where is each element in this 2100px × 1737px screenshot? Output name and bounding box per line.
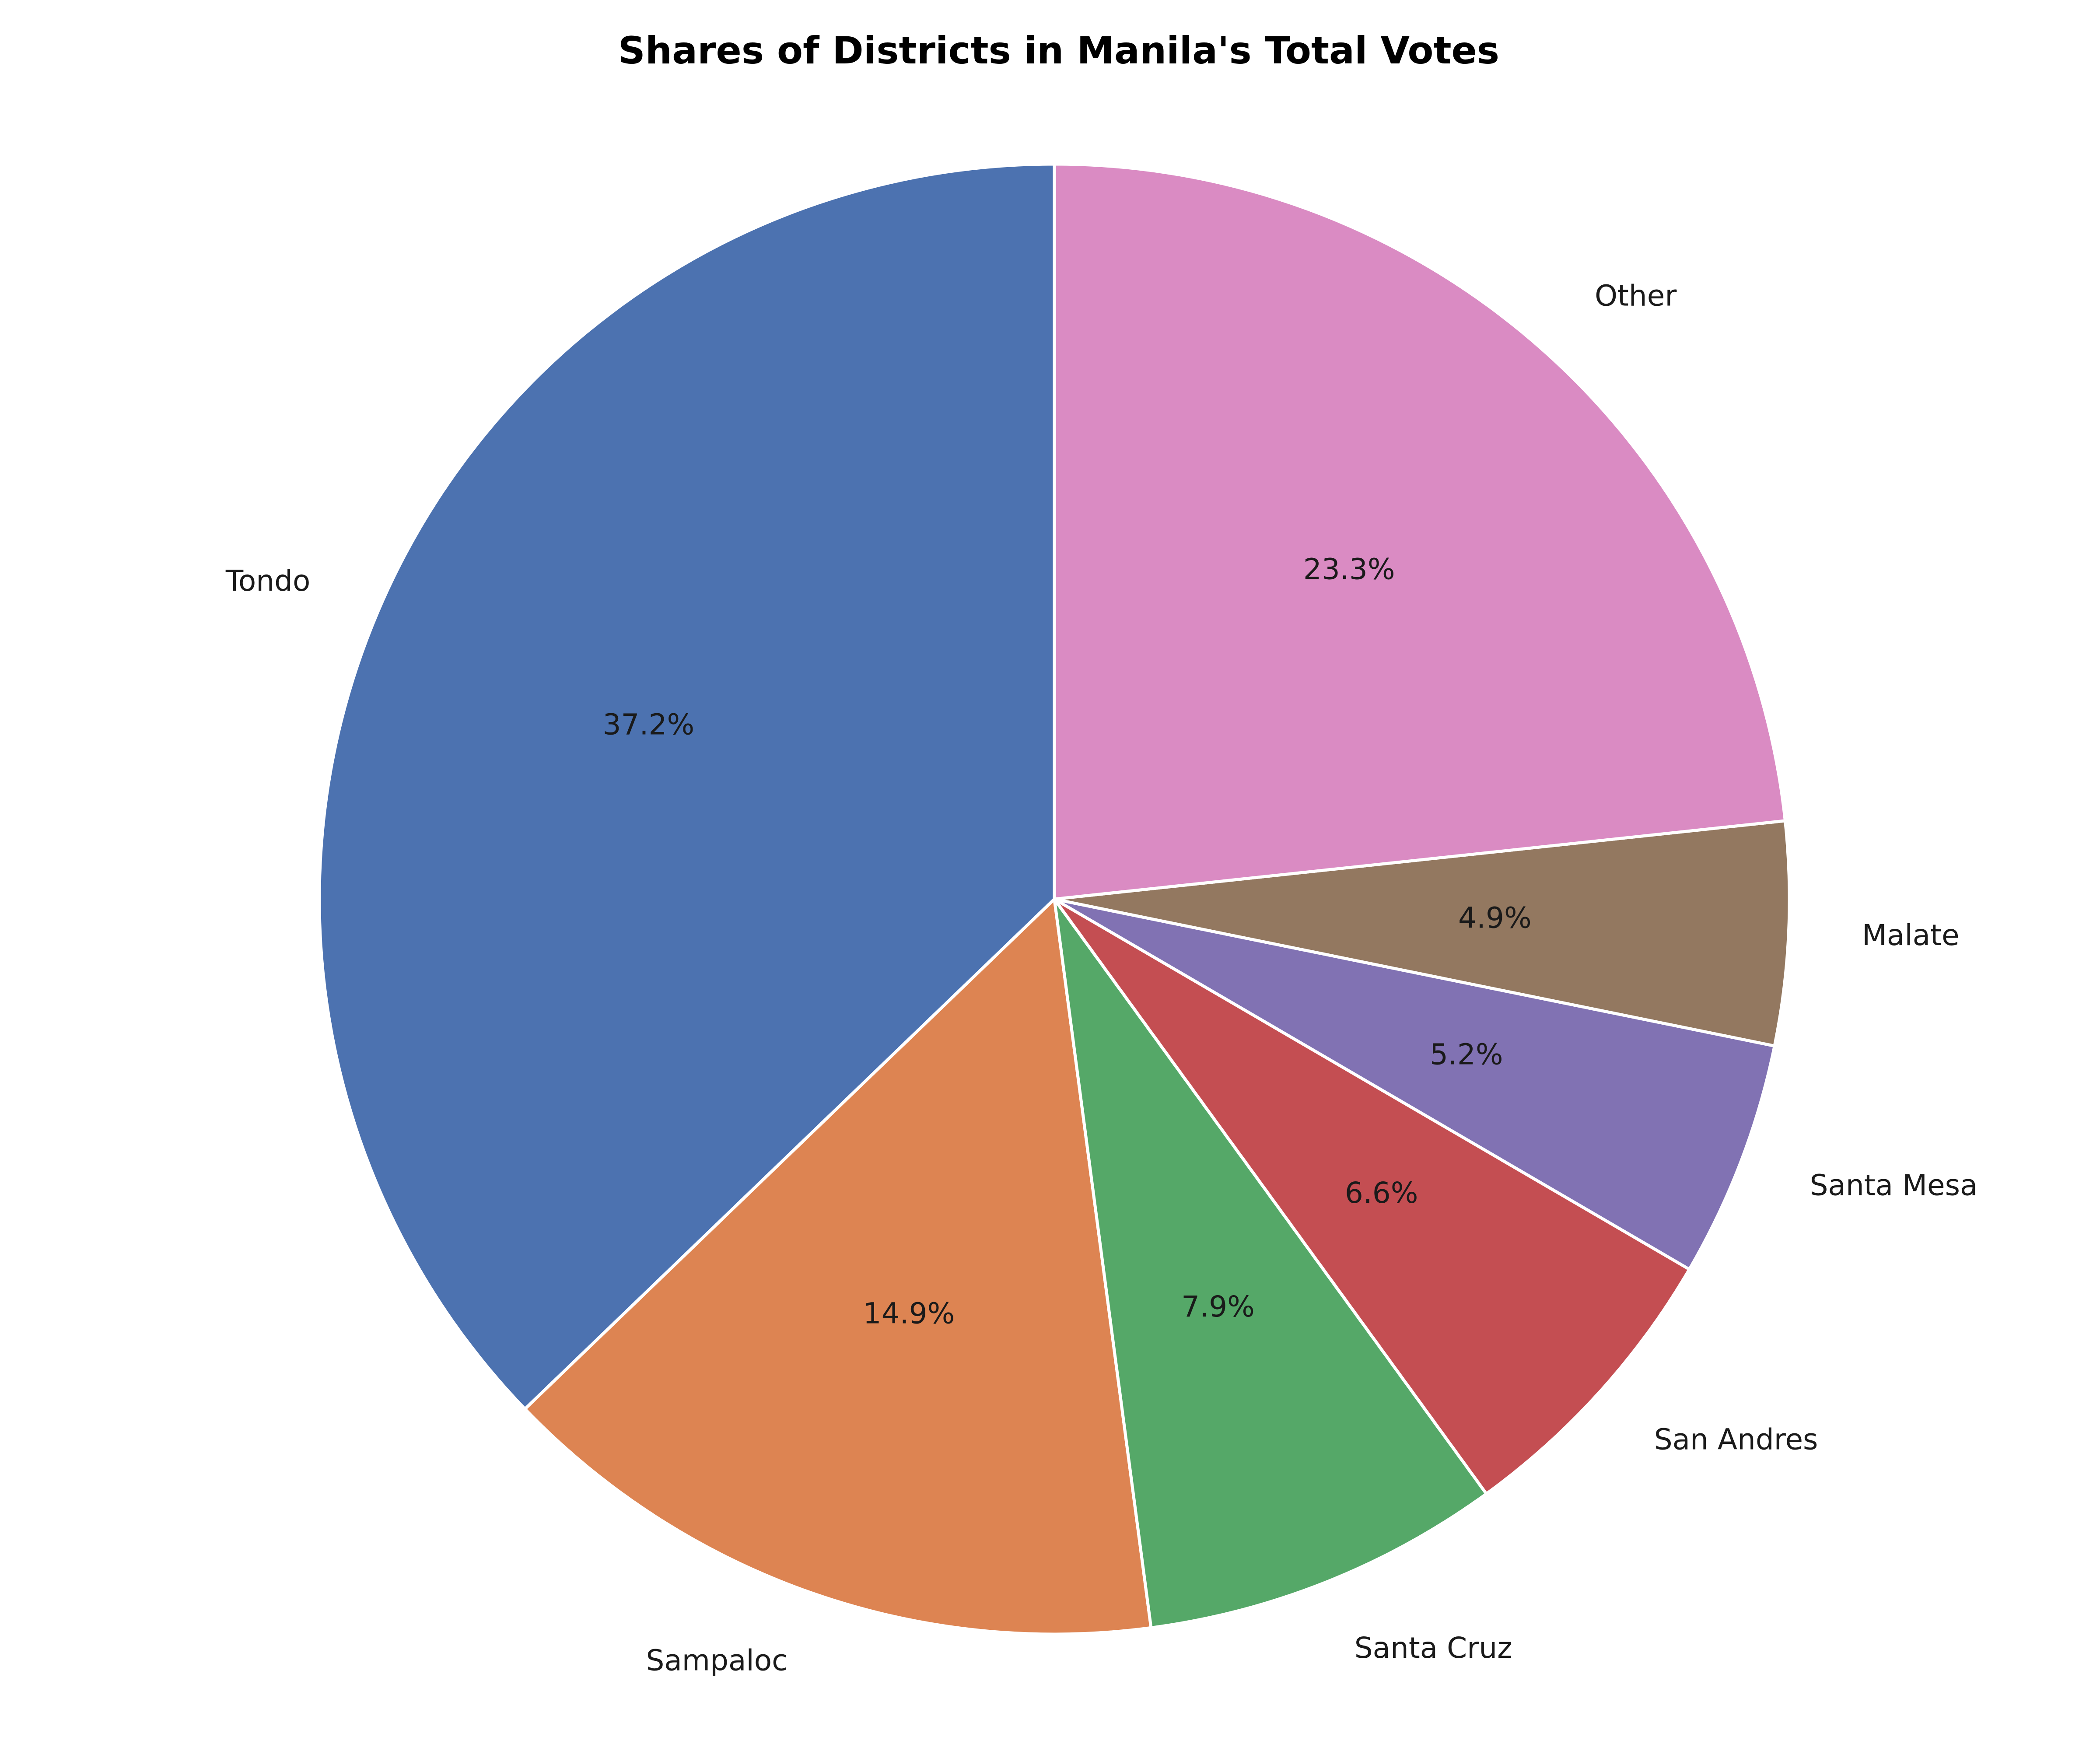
pie-slices: [318, 162, 1791, 1636]
chart-title: Shares of Districts in Manila's Total Vo…: [618, 29, 1499, 73]
slice-labels: Tondo Sampaloc Santa Cruz San Andres Santa M…: [225, 279, 1978, 1677]
pie-slice-san-andres: [1053, 897, 1691, 1495]
slice-label-santa-cruz: Santa Cruz: [1354, 1631, 1512, 1665]
slice-label-sampaloc: Sampaloc: [646, 1644, 788, 1677]
pie-slice-other: [1053, 162, 1787, 901]
pct-label-santa-mesa: 5.2%: [1430, 1037, 1503, 1071]
slice-label-malate: Malate: [1862, 918, 1960, 952]
slice-label-tondo: Tondo: [225, 564, 311, 598]
pct-label-malate: 4.9%: [1458, 901, 1532, 935]
pct-label-tondo: 37.2%: [603, 708, 695, 742]
slice-label-san-andres: San Andres: [1654, 1422, 1818, 1456]
slice-label-santa-mesa: Santa Mesa: [1810, 1169, 1978, 1202]
pie-slice-tondo: [318, 162, 1056, 1411]
slice-label-other: Other: [1595, 279, 1677, 312]
pie-slice-malate: [1053, 819, 1791, 1048]
pct-label-san-andres: 6.6%: [1345, 1176, 1418, 1210]
pct-label-sampaloc: 14.9%: [863, 1297, 955, 1331]
pie-slice-sampaloc: [523, 897, 1153, 1636]
percentage-labels: 37.2% 14.9% 7.9% 6.6% 5.2% 4.9% 23.3%: [603, 552, 1532, 1330]
pie-slice-santa-cruz: [1053, 897, 1488, 1629]
pie-slice-santa-mesa: [1053, 897, 1776, 1271]
pct-label-santa-cruz: 7.9%: [1181, 1290, 1255, 1324]
pct-label-other: 23.3%: [1303, 552, 1395, 586]
